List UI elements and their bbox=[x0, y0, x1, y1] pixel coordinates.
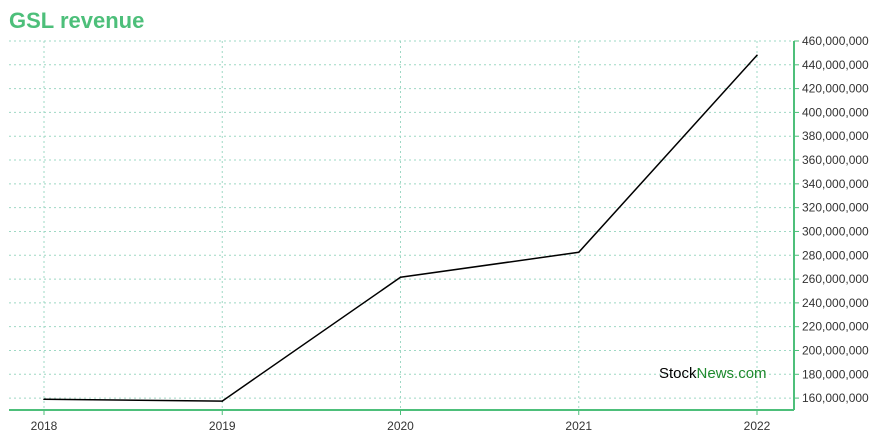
x-tick-label: 2021 bbox=[565, 419, 592, 433]
y-tick-label: 180,000,000 bbox=[802, 367, 869, 381]
x-tick-label: 2019 bbox=[209, 419, 236, 433]
y-tick-label: 400,000,000 bbox=[802, 105, 869, 119]
data-point bbox=[221, 400, 224, 402]
watermark-part-stock: Stock bbox=[659, 365, 697, 382]
y-tick-label: 360,000,000 bbox=[802, 153, 869, 167]
y-tick-label: 200,000,000 bbox=[802, 343, 869, 357]
y-tick-label: 320,000,000 bbox=[802, 201, 869, 215]
y-tick-label: 280,000,000 bbox=[802, 248, 869, 262]
y-tick-label: 460,000,000 bbox=[802, 34, 869, 48]
y-tick-label: 340,000,000 bbox=[802, 177, 869, 191]
x-tick-label: 2022 bbox=[744, 419, 771, 433]
tick-labels: 160,000,000 180,000,000 200,000,000 220,000… bbox=[31, 34, 869, 433]
gridlines bbox=[9, 40, 794, 410]
x-tick-label: 2018 bbox=[31, 419, 58, 433]
y-tick-label: 260,000,000 bbox=[802, 272, 869, 286]
stocknews-watermark: StockNews.com bbox=[659, 364, 767, 384]
axes bbox=[9, 40, 799, 415]
data-point bbox=[43, 398, 45, 401]
y-tick-label: 420,000,000 bbox=[802, 82, 869, 96]
y-tick-label: 160,000,000 bbox=[802, 391, 869, 405]
data-point bbox=[399, 276, 402, 279]
data-point bbox=[577, 251, 580, 254]
y-tick-label: 380,000,000 bbox=[802, 129, 869, 143]
y-tick-label: 240,000,000 bbox=[802, 296, 869, 310]
y-tick-label: 220,000,000 bbox=[802, 320, 869, 334]
series-layer bbox=[43, 54, 758, 402]
y-tick-label: 440,000,000 bbox=[802, 58, 869, 72]
data-point bbox=[756, 54, 758, 57]
watermark-part-news: News.com bbox=[696, 365, 767, 382]
chart-title: GSL revenue bbox=[9, 8, 145, 33]
y-tick-label: 300,000,000 bbox=[802, 224, 869, 238]
x-tick-label: 2020 bbox=[387, 419, 414, 433]
